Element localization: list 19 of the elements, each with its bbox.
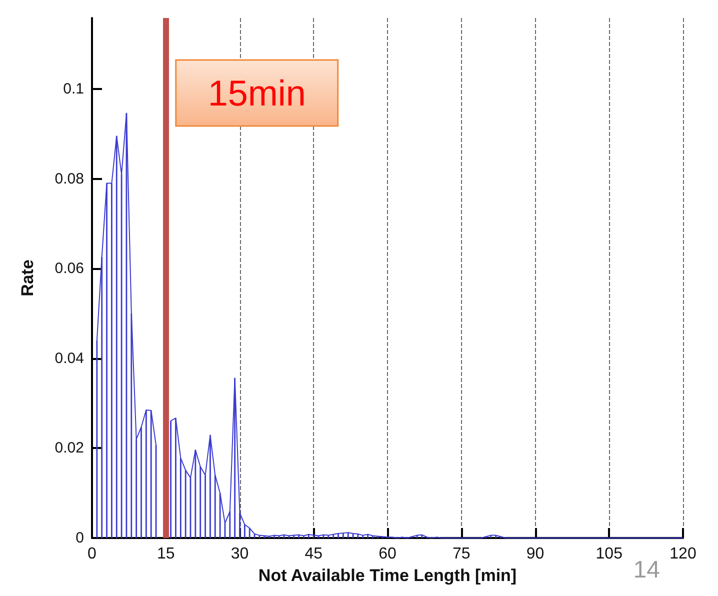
y-tick-label: 0 — [76, 530, 84, 546]
x-axis-title: Not Available Time Length [min] — [258, 566, 517, 585]
ref-line-label: 15min — [208, 72, 306, 114]
x-tick-label: 105 — [596, 546, 623, 562]
text: 14 — [633, 556, 660, 584]
x-tick-label: 90 — [526, 546, 544, 562]
x-tick-label: 75 — [452, 546, 470, 562]
y-tick-label: 0.1 — [63, 80, 84, 98]
x-tick-label: 60 — [378, 546, 396, 562]
x-tick-label: 120 — [670, 546, 696, 562]
y-tick-label: 0.02 — [54, 440, 84, 457]
x-tick-label: 45 — [304, 546, 323, 562]
y-tick-label: 0.06 — [54, 260, 84, 278]
x-tick-label: 0 — [88, 546, 97, 562]
y-tick-label: 0.04 — [54, 350, 84, 367]
y-axis-title: Rate — [18, 260, 37, 296]
y-tick-label: 0.08 — [54, 170, 84, 188]
x-tick-label: 15 — [156, 546, 175, 562]
x-tick-label: 30 — [230, 546, 249, 562]
